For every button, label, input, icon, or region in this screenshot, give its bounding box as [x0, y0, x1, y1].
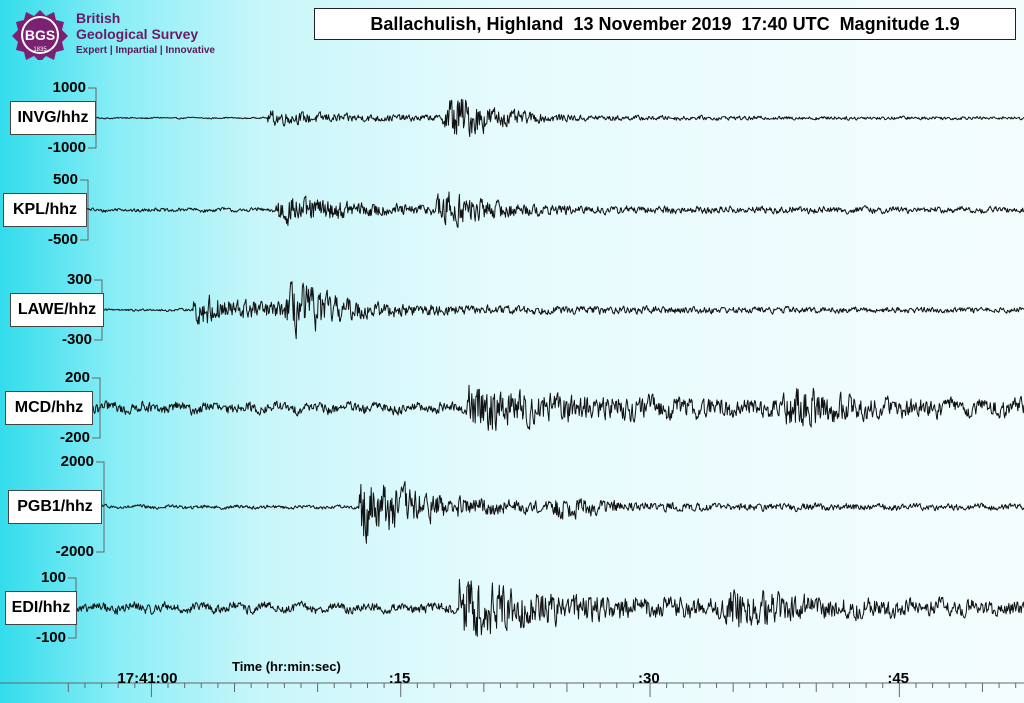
- bgs-logo: BGS 1835 British Geological Survey Exper…: [10, 8, 230, 62]
- amplitude-tick-min: -2000: [55, 543, 94, 560]
- amplitude-tick-min: -500: [47, 231, 78, 248]
- station-label: INVG/hhz: [10, 101, 96, 135]
- amplitude-tick-min: -100: [35, 629, 66, 646]
- trace-invg: [59, 98, 1024, 137]
- amplitude-tick-min: -200: [59, 429, 90, 446]
- chart-title: Ballachulish, Highland 13 November 2019 …: [314, 8, 1016, 40]
- trace-kpl: [59, 191, 1024, 228]
- station-label: LAWE/hhz: [10, 293, 104, 327]
- amplitude-tick-max: 300: [66, 271, 92, 288]
- time-tick-label: :30: [638, 670, 660, 687]
- amplitude-scale-bar: [92, 377, 101, 439]
- bgs-badge-icon: BGS 1835: [12, 10, 68, 62]
- amplitude-scale-bar: [88, 87, 97, 149]
- amplitude-tick-max: 1000: [52, 79, 86, 96]
- svg-text:1835: 1835: [33, 47, 47, 53]
- amplitude-tick-min: -1000: [47, 139, 86, 156]
- station-label: EDI/hhz: [5, 591, 77, 625]
- logo-tagline: Expert | Impartial | Innovative: [76, 45, 215, 56]
- logo-line-2: Geological Survey: [76, 26, 199, 42]
- logo-line-1: British: [76, 10, 121, 26]
- amplitude-tick-max: 100: [40, 569, 66, 586]
- amplitude-tick-max: 500: [52, 171, 78, 188]
- time-tick-label: :15: [388, 670, 411, 687]
- amplitude-tick-min: -300: [61, 331, 92, 348]
- svg-text:BGS: BGS: [25, 27, 55, 43]
- amplitude-tick-max: 2000: [60, 453, 94, 470]
- trace-mcd: [59, 384, 1024, 431]
- station-label: PGB1/hhz: [8, 490, 102, 524]
- time-tick-label: 17:41:00: [117, 670, 178, 687]
- amplitude-scale-bar: [96, 461, 105, 553]
- amplitude-tick-max: 200: [64, 369, 90, 386]
- trace-edi: [59, 578, 1024, 637]
- station-label: MCD/hhz: [5, 391, 93, 425]
- x-axis-label: Time (hr:min:sec): [232, 659, 341, 674]
- amplitude-scale-bar: [80, 179, 89, 241]
- station-label: KPL/hhz: [3, 193, 87, 227]
- trace-lawe: [59, 281, 1024, 340]
- trace-pgb1: [59, 481, 1024, 544]
- time-tick-label: :45: [887, 670, 910, 687]
